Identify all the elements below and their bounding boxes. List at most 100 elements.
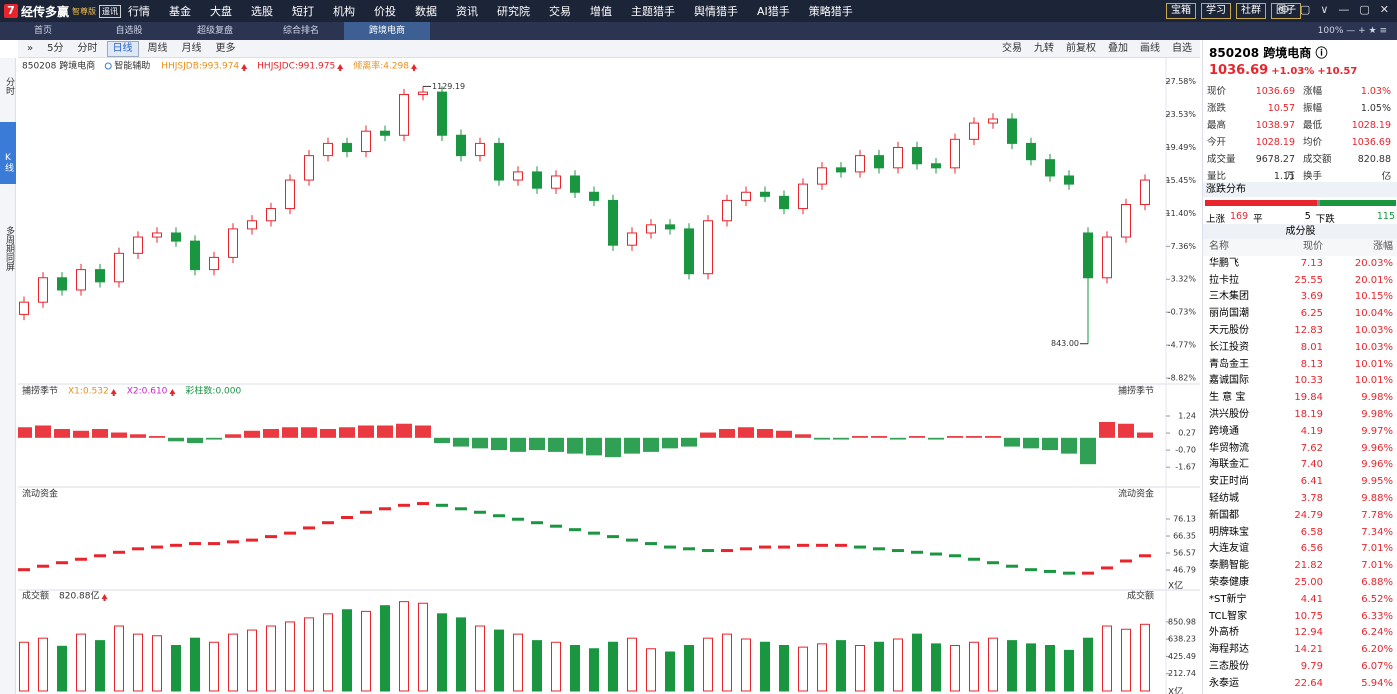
y-tick-label: -8.82% <box>1168 374 1197 383</box>
stock-cell: 9.79 <box>1300 660 1323 672</box>
menu-item[interactable]: 舆情猎手 <box>694 5 738 18</box>
stock-row[interactable]: 安正时尚 6.41 9.95% <box>1203 474 1397 491</box>
stock-row[interactable]: 三态股份 9.79 6.07% <box>1203 659 1397 676</box>
menu-item[interactable]: 增值 <box>590 5 612 18</box>
stock-row[interactable]: 荣泰健康 25.00 6.88% <box>1203 575 1397 592</box>
menu-item[interactable]: 基金 <box>169 5 191 18</box>
stock-cell: 丽尚国潮 <box>1209 308 1249 320</box>
volume-bar <box>741 638 751 692</box>
candle-body <box>532 171 542 189</box>
stock-row[interactable]: 明牌珠宝 6.58 7.34% <box>1203 525 1397 542</box>
stock-row[interactable]: 嘉诚国际 10.33 10.01% <box>1203 373 1397 390</box>
stock-row[interactable]: 新国都 24.79 7.78% <box>1203 508 1397 525</box>
oscillator-bar <box>814 437 830 440</box>
period-button[interactable]: 周线 <box>147 42 168 54</box>
period-button[interactable]: 5分 <box>47 42 64 54</box>
edition: 智尊版 <box>72 6 97 16</box>
stock-row[interactable]: 外高桥 12.94 6.24% <box>1203 625 1397 642</box>
stock-row[interactable]: 生 意 宝 19.84 9.98% <box>1203 390 1397 407</box>
volume-bar <box>722 633 732 692</box>
stock-row[interactable]: 大连友谊 6.56 7.01% <box>1203 541 1397 558</box>
stock-row[interactable]: 丽尚国潮 6.25 10.04% <box>1203 306 1397 323</box>
menu-item[interactable]: 行情 <box>128 5 150 18</box>
y-tick-label: 638.23 <box>1168 635 1196 644</box>
constituents: 成分股 名称 现价 涨幅 华鹏飞 7.13 20.03% 拉卡拉 25.55 20.01% 三木集… <box>1203 224 1397 693</box>
quote-cell: 1036.69 <box>1255 86 1295 97</box>
volume-bar <box>513 633 523 692</box>
top-button[interactable]: 圈子 <box>1271 3 1301 19</box>
tab[interactable]: 首页 <box>33 26 52 36</box>
candle-body <box>247 220 257 230</box>
top-button[interactable]: 宝箱 <box>1166 3 1196 19</box>
candle-body <box>114 252 124 283</box>
top-button[interactable]: 学习 <box>1201 3 1231 19</box>
top-button[interactable]: 社群 <box>1236 3 1266 19</box>
side-tab[interactable]: 分时 <box>4 77 14 95</box>
menu-item[interactable]: 研究院 <box>497 5 530 18</box>
menu-item[interactable]: 价投 <box>374 5 396 18</box>
tool-button[interactable]: 交易 <box>1002 43 1022 54</box>
stock-row[interactable]: 天元股份 12.83 10.03% <box>1203 323 1397 340</box>
stock-row[interactable]: 轻纺城 3.78 9.88% <box>1203 491 1397 508</box>
tab[interactable]: 超级复盘 <box>196 26 233 36</box>
column-header: 现价 <box>1303 241 1323 252</box>
stock-row[interactable]: 海联金汇 7.40 9.96% <box>1203 457 1397 474</box>
menu-item[interactable]: 数据 <box>415 5 437 18</box>
menu-item[interactable]: 资讯 <box>456 5 478 18</box>
quote-panel: 850208 跨境电商 ⓘ 1036.69 +1.03% +10.57 现价 1036… <box>1202 40 1397 694</box>
candle-body <box>19 301 29 315</box>
oscillator-bar <box>149 436 165 438</box>
oscillator-bar <box>529 437 545 451</box>
side-tab[interactable]: K线 <box>0 122 16 184</box>
stock-cell: 跨境通 <box>1209 425 1239 437</box>
stock-row[interactable]: 华鹏飞 7.13 20.03% <box>1203 256 1397 273</box>
period-button[interactable]: 月线 <box>181 42 202 54</box>
panel-title: 捕捞季节 <box>22 385 58 397</box>
tool-button[interactable]: 画线 <box>1140 43 1160 54</box>
menu-item[interactable]: 交易 <box>549 5 571 18</box>
stock-row[interactable]: 永泰运 22.64 5.94% <box>1203 676 1397 693</box>
stock-row[interactable]: 海程邦达 14.21 6.20% <box>1203 642 1397 659</box>
y-tick-label: 212.74 <box>1168 669 1196 678</box>
collapse[interactable]: » <box>27 42 34 54</box>
candle-body <box>380 130 390 136</box>
tool-button[interactable]: 叠加 <box>1108 43 1128 54</box>
stock-row[interactable]: 跨境通 4.19 9.97% <box>1203 424 1397 441</box>
stock-row[interactable]: 洪兴股份 18.19 9.98% <box>1203 407 1397 424</box>
down-label: 下跌 <box>1315 214 1335 225</box>
tool-button[interactable]: 九转 <box>1034 43 1054 54</box>
stock-row[interactable]: 长江投资 8.01 10.03% <box>1203 340 1397 357</box>
stock-row[interactable]: 拉卡拉 25.55 20.01% <box>1203 273 1397 290</box>
oscillator-bar <box>605 437 621 458</box>
tab[interactable]: 自选股 <box>115 26 143 36</box>
period-button[interactable]: 日线 <box>106 40 139 57</box>
stock-row[interactable]: TCL智家 10.75 6.33% <box>1203 609 1397 626</box>
menu-item[interactable]: 选股 <box>251 5 273 18</box>
menu-item[interactable]: AI猎手 <box>757 5 790 18</box>
quote-row: 最高 1038.97 最低 1028.19 <box>1203 117 1397 134</box>
oscillator-bar <box>947 436 963 438</box>
stock-row[interactable]: 华贸物流 7.62 9.96% <box>1203 441 1397 458</box>
candle-body <box>950 138 960 169</box>
menu-item[interactable]: 主题猎手 <box>631 5 675 18</box>
tool-button[interactable]: 前复权 <box>1066 43 1096 54</box>
quote-cell: 1.03% <box>1360 86 1391 97</box>
volume-bar <box>494 629 504 692</box>
side-tab[interactable]: 多周期同屏 <box>4 225 14 271</box>
distribution-segment <box>1319 200 1396 206</box>
volume-bar <box>855 645 865 692</box>
menu-item[interactable]: 短打 <box>292 5 314 18</box>
menu-item[interactable]: 策略猎手 <box>808 5 853 18</box>
tab[interactable]: 综合排名 <box>282 26 319 36</box>
stock-row[interactable]: 三木集团 3.69 10.15% <box>1203 289 1397 306</box>
stock-row[interactable]: 青岛金王 8.13 10.01% <box>1203 357 1397 374</box>
stock-row[interactable]: 泰鹏智能 21.82 7.01% <box>1203 558 1397 575</box>
tool-button[interactable]: 自选 <box>1172 43 1192 54</box>
period-button[interactable]: 分时 <box>77 42 98 54</box>
y-tick-label: 46.79 <box>1173 566 1196 575</box>
stock-row[interactable]: *ST新宁 4.41 6.52% <box>1203 592 1397 609</box>
menu-item[interactable]: 机构 <box>333 5 355 18</box>
tab[interactable]: 跨境电商 <box>344 22 430 40</box>
period-button[interactable]: 更多 <box>215 42 236 54</box>
menu-item[interactable]: 大盘 <box>210 5 232 18</box>
